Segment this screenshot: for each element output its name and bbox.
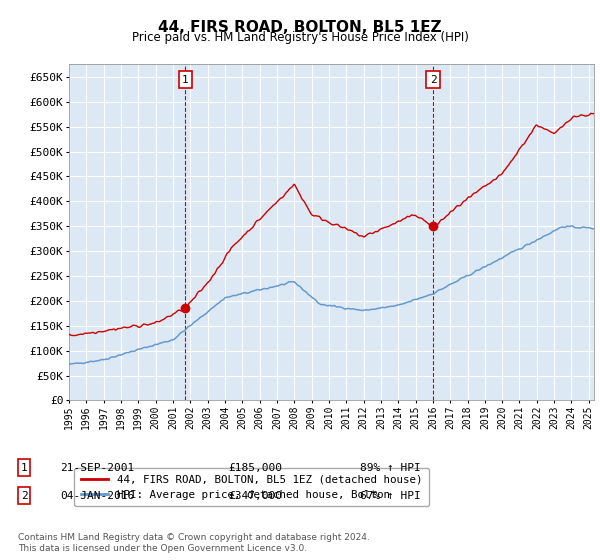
Text: 1: 1 (182, 74, 189, 85)
Legend: 44, FIRS ROAD, BOLTON, BL5 1EZ (detached house), HPI: Average price, detached ho: 44, FIRS ROAD, BOLTON, BL5 1EZ (detached… (74, 468, 428, 506)
Text: 21-SEP-2001: 21-SEP-2001 (60, 463, 134, 473)
Text: 2: 2 (20, 491, 28, 501)
Text: 44, FIRS ROAD, BOLTON, BL5 1EZ: 44, FIRS ROAD, BOLTON, BL5 1EZ (158, 20, 442, 35)
Text: 2: 2 (430, 74, 436, 85)
Text: Contains HM Land Registry data © Crown copyright and database right 2024.
This d: Contains HM Land Registry data © Crown c… (18, 533, 370, 553)
Text: 89% ↑ HPI: 89% ↑ HPI (360, 463, 421, 473)
Text: 67% ↑ HPI: 67% ↑ HPI (360, 491, 421, 501)
Text: £185,000: £185,000 (228, 463, 282, 473)
Text: 1: 1 (20, 463, 28, 473)
Text: Price paid vs. HM Land Registry's House Price Index (HPI): Price paid vs. HM Land Registry's House … (131, 31, 469, 44)
Text: 04-JAN-2016: 04-JAN-2016 (60, 491, 134, 501)
Text: £347,000: £347,000 (228, 491, 282, 501)
